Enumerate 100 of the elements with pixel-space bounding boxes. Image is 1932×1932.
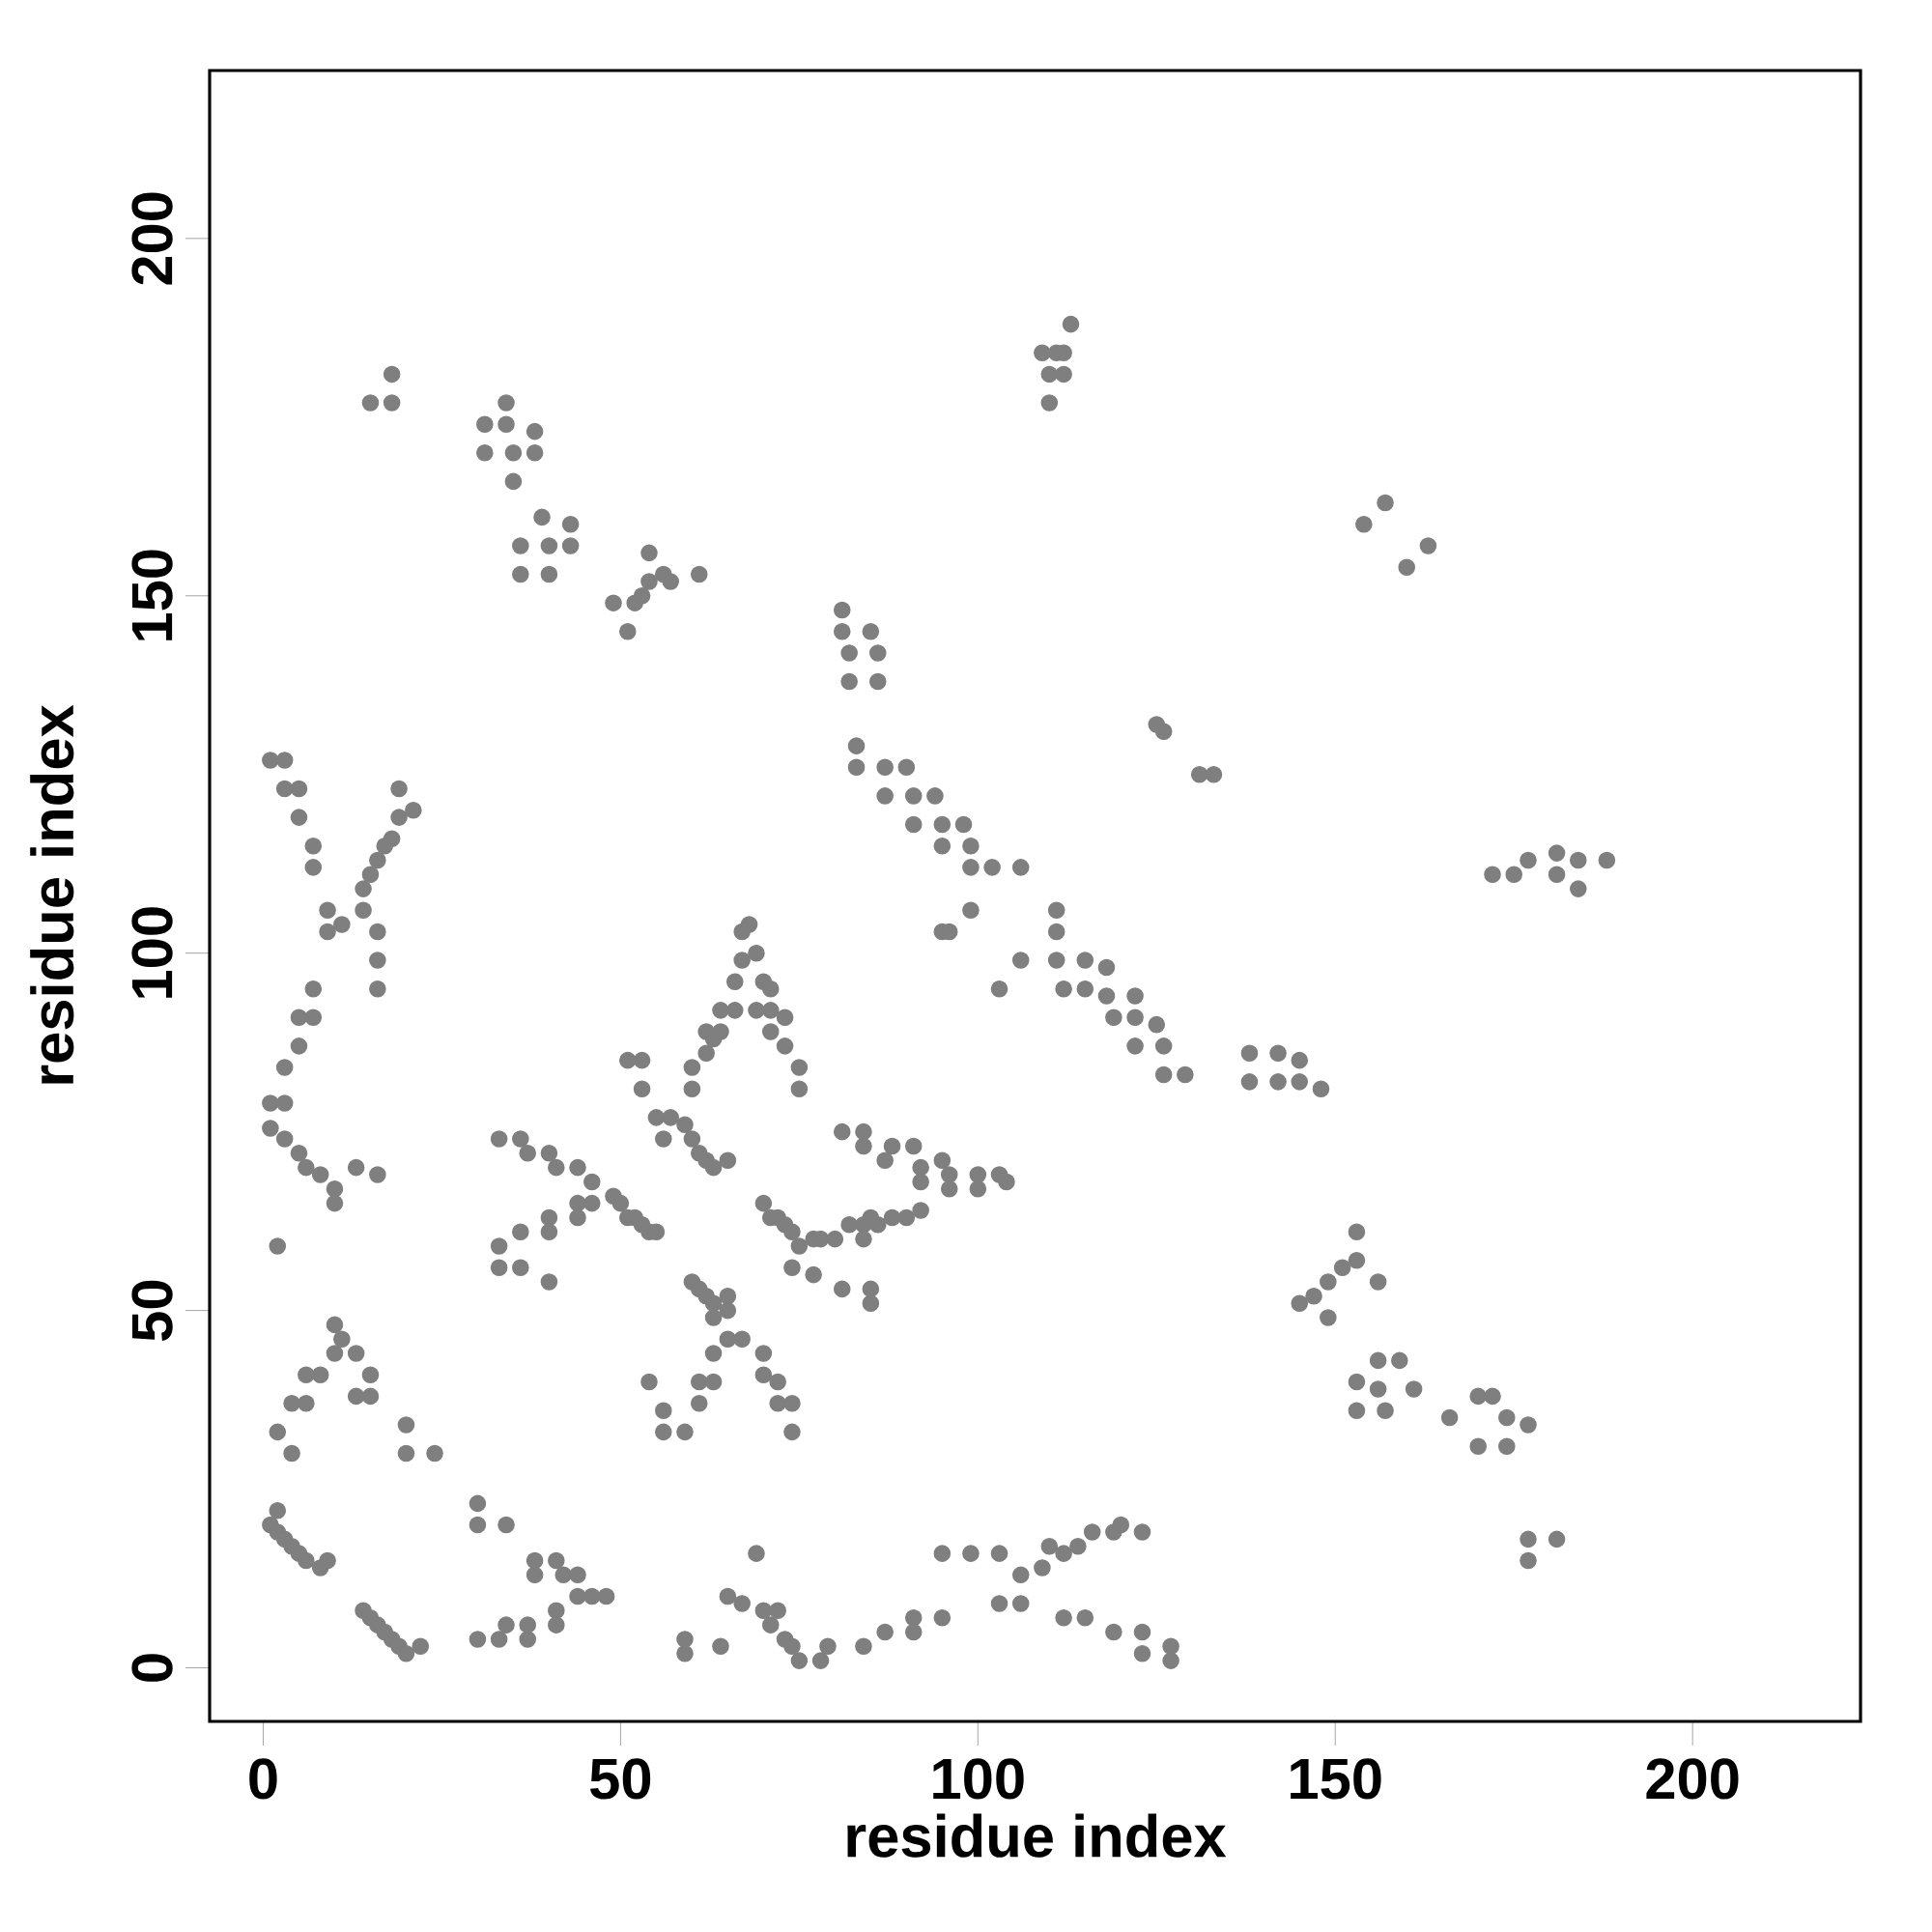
point <box>897 758 916 777</box>
point <box>776 1009 794 1027</box>
point <box>476 415 494 433</box>
point <box>290 809 308 826</box>
point <box>733 952 751 969</box>
point <box>526 1551 544 1570</box>
point <box>526 1566 544 1584</box>
point <box>519 1145 537 1162</box>
x-tick-label: 50 <box>589 1758 651 1800</box>
point <box>776 1037 794 1055</box>
point <box>912 1158 929 1177</box>
point <box>712 1637 729 1656</box>
point <box>383 830 401 848</box>
point <box>683 1080 701 1098</box>
point <box>533 508 551 526</box>
point <box>805 1265 822 1284</box>
point <box>1034 344 1051 362</box>
point <box>933 1545 952 1562</box>
point <box>319 901 336 920</box>
point <box>304 837 323 855</box>
point <box>983 859 1001 876</box>
point <box>862 622 880 640</box>
point <box>290 1145 308 1162</box>
point <box>868 644 887 662</box>
point <box>954 815 973 834</box>
point <box>833 601 851 619</box>
point <box>1333 1259 1351 1277</box>
point <box>319 923 336 941</box>
point <box>1419 537 1437 554</box>
point <box>761 980 780 998</box>
point <box>962 837 980 855</box>
point <box>740 916 758 933</box>
point <box>833 1122 851 1141</box>
point <box>640 544 658 562</box>
x-tick-label: 200 <box>1646 1758 1739 1800</box>
point <box>933 1151 952 1170</box>
point <box>683 1059 701 1076</box>
point <box>469 1494 487 1513</box>
point <box>298 1366 315 1383</box>
point <box>847 758 866 777</box>
x-tick-label: 0 <box>249 1758 277 1800</box>
point <box>811 1652 830 1669</box>
point <box>783 1637 801 1656</box>
point <box>469 1631 487 1648</box>
point <box>633 586 651 605</box>
point <box>1055 365 1072 384</box>
point <box>783 1394 801 1412</box>
point <box>326 1180 344 1198</box>
point <box>548 1551 565 1570</box>
point <box>883 1137 901 1155</box>
point <box>1369 1380 1387 1398</box>
point <box>1190 765 1208 783</box>
point <box>769 1602 786 1620</box>
point <box>969 1166 987 1183</box>
point <box>540 1208 558 1227</box>
point <box>469 1516 487 1534</box>
point <box>619 622 637 640</box>
point <box>790 1652 809 1669</box>
point <box>1348 1402 1366 1419</box>
point <box>1205 765 1223 783</box>
point <box>748 1545 765 1562</box>
point <box>790 1059 809 1076</box>
point <box>783 1259 801 1277</box>
point <box>933 837 952 855</box>
point <box>1291 1051 1309 1069</box>
point <box>1598 851 1616 869</box>
point <box>754 1366 773 1383</box>
point <box>347 1158 365 1177</box>
point <box>876 758 894 777</box>
point <box>697 1044 715 1063</box>
point <box>426 1444 443 1463</box>
point <box>833 1280 851 1298</box>
point <box>962 901 980 920</box>
point <box>1548 866 1566 884</box>
point <box>719 1587 737 1605</box>
point <box>876 1623 894 1641</box>
point <box>1520 1551 1537 1570</box>
point <box>1484 866 1501 884</box>
point <box>1548 1530 1566 1548</box>
point <box>833 622 851 640</box>
x-tick-label: 100 <box>933 1758 1024 1800</box>
point <box>761 1002 780 1019</box>
point <box>998 1173 1015 1191</box>
point <box>1305 1288 1322 1305</box>
point <box>512 565 529 583</box>
point <box>262 1094 279 1112</box>
point <box>1240 1073 1259 1091</box>
point <box>662 1109 679 1126</box>
point <box>275 1059 294 1076</box>
point <box>647 1109 666 1126</box>
point <box>490 1631 508 1648</box>
point <box>490 1130 508 1148</box>
point <box>490 1237 508 1255</box>
point <box>548 1616 565 1634</box>
point <box>912 1202 929 1219</box>
point <box>361 1366 380 1383</box>
point <box>361 1387 380 1406</box>
point <box>369 851 386 869</box>
point <box>1040 394 1059 412</box>
point <box>868 1216 887 1234</box>
